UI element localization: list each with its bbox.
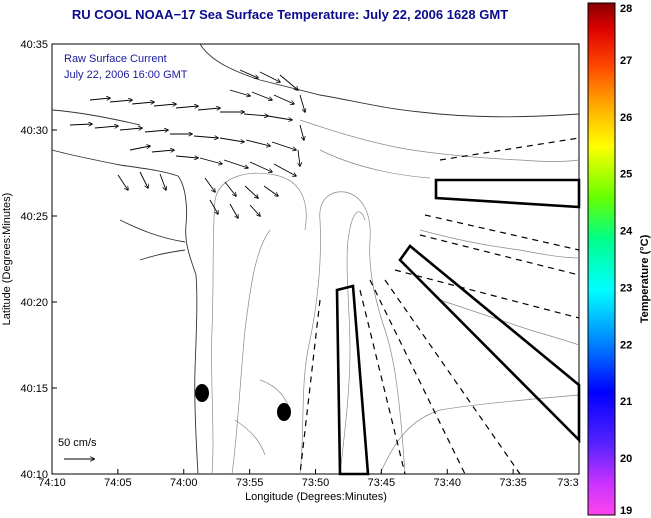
y-tick-label: 40:15 [20,383,48,395]
study-area-polygons [335,178,581,476]
legend-line-2: July 22, 2006 16:00 GMT [64,69,188,81]
x-tick-label: 74:00 [170,477,198,489]
legend-line-1: Raw Surface Current [64,53,167,65]
y-tick-label: 40:25 [20,211,48,223]
radar-coverage-dashes [299,137,580,475]
coastline [51,43,580,475]
colorbar-ticks: 28 27 26 25 24 23 22 21 20 19 [620,3,633,517]
x-axis-ticks: 74:10 74:05 74:00 73:55 73:50 73:45 73:40 73:35… [38,469,580,489]
colorbar-tick-label: 25 [620,169,632,181]
x-tick-label: 73:3 [557,477,578,489]
x-tick-label: 73:45 [368,477,396,489]
colorbar [587,2,616,516]
colorbar-tick-label: 20 [620,453,632,465]
buoy-marker-2 [277,403,291,421]
x-tick-label: 73:50 [302,477,330,489]
y-tick-label: 40:10 [20,469,48,481]
colorbar-tick-label: 22 [620,339,632,351]
colorbar-tick-label: 28 [620,3,632,15]
y-tick-label: 40:20 [20,297,48,309]
surface-current-vectors [69,69,305,218]
plot-frame [51,43,580,475]
x-tick-label: 74:10 [38,477,66,489]
colorbar-tick-label: 19 [620,505,632,517]
y-tick-label: 40:30 [20,125,48,137]
map-title: RU COOL NOAA−17 Sea Surface Temperature:… [71,7,509,22]
y-axis-ticks: 40:35 40:30 40:25 40:20 40:15 40:10 [20,39,57,481]
colorbar-tick-label: 24 [620,226,633,238]
buoy-marker-1 [195,384,209,402]
x-tick-label: 73:35 [499,477,527,489]
colorbar-tick-label: 27 [620,55,632,67]
y-axis-label: Latitude (Degrees:Minutes) [1,193,13,326]
colorbar-label: Temperature (°C) [639,234,651,323]
x-tick-label: 73:55 [236,477,264,489]
colorbar-tick-label: 23 [620,282,632,294]
colorbar-tick-label: 21 [620,396,632,408]
scale-label: 50 cm/s [58,437,97,449]
y-tick-label: 40:35 [20,39,48,51]
x-tick-label: 74:05 [104,477,132,489]
x-axis-label: Longitude (Degrees:Minutes) [245,491,387,503]
colorbar-tick-label: 26 [620,112,632,124]
x-tick-label: 73:40 [433,477,461,489]
